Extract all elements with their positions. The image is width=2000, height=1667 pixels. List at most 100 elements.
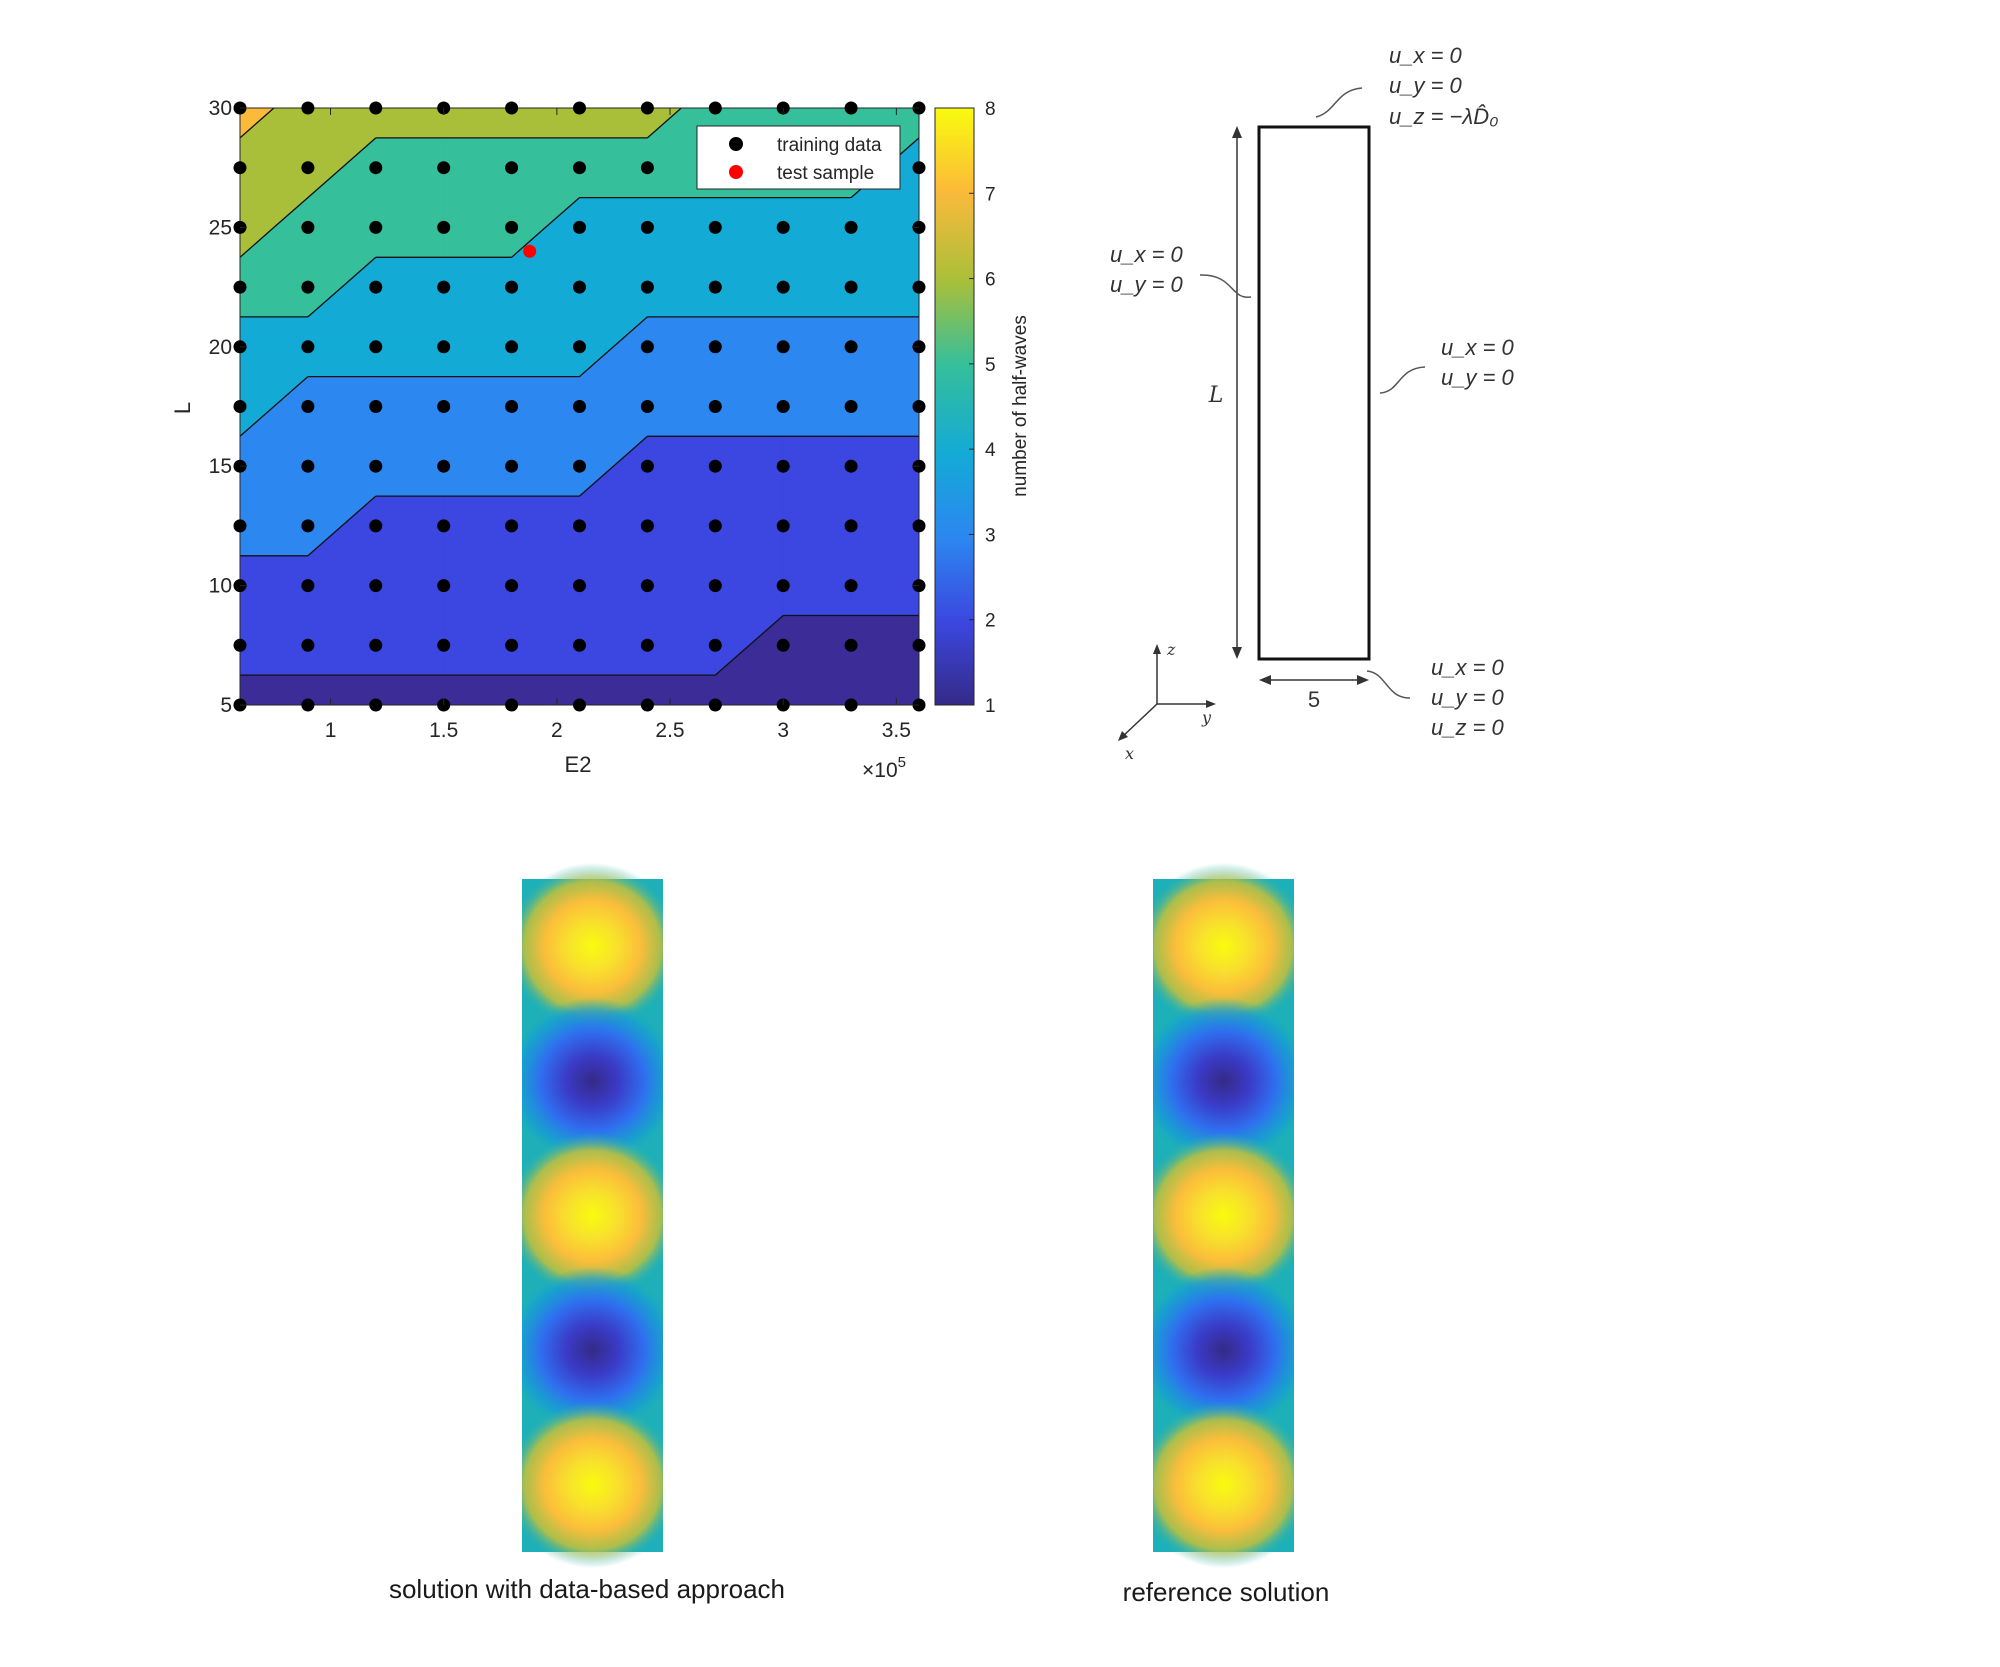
training-point <box>640 638 654 652</box>
training-point <box>301 220 315 234</box>
training-point <box>505 400 519 413</box>
training-point <box>912 519 926 533</box>
training-point <box>776 340 790 354</box>
colorbar-tick-label: 1 <box>985 696 996 717</box>
colorbar-cells <box>935 108 974 705</box>
right-bc-line-1: u_x = 0 <box>1441 335 1515 360</box>
training-point <box>369 459 383 473</box>
training-point <box>776 519 790 533</box>
training-point <box>437 400 451 413</box>
data-based-caption: solution with data-based approach <box>389 1574 785 1604</box>
mode-peak <box>505 862 680 1030</box>
x-tick-label: 3 <box>777 719 789 742</box>
training-point <box>369 638 383 652</box>
training-point <box>844 400 858 413</box>
training-point <box>505 220 519 234</box>
right-bc-line-2: u_y = 0 <box>1441 365 1515 390</box>
contour-regions <box>239 107 920 705</box>
training-point <box>437 340 451 354</box>
contour-line-3 <box>240 435 919 557</box>
mode-valley <box>505 1266 680 1434</box>
colorbar-gradient <box>935 108 974 705</box>
y-tick-label: 25 <box>209 216 232 239</box>
width-arrow-right <box>1357 675 1369 685</box>
legend-marker-training <box>729 137 743 151</box>
training-point <box>505 340 519 354</box>
z-axis-label: z <box>1166 640 1176 659</box>
width-arrow-left <box>1259 675 1271 685</box>
training-point <box>708 101 722 115</box>
training-point <box>505 161 519 175</box>
mode-mask-right <box>663 879 723 1552</box>
training-point <box>708 579 722 593</box>
training-point <box>369 400 383 413</box>
colorbar-tick-label: 5 <box>985 355 996 376</box>
training-point <box>573 698 586 712</box>
left-bc-leader <box>1199 274 1252 298</box>
plate <box>1257 125 1371 661</box>
colorbar-tick-label: 8 <box>985 99 996 120</box>
x-axis-label: E2 <box>565 752 592 777</box>
training-point <box>233 400 247 413</box>
training-point <box>369 519 383 533</box>
training-point <box>708 698 722 712</box>
training-point <box>301 340 315 354</box>
training-point <box>708 459 722 473</box>
training-point <box>844 101 858 115</box>
legend-box <box>696 125 901 190</box>
contour-line-7 <box>239 107 275 139</box>
top-bc-leader <box>1315 87 1363 118</box>
training-point <box>573 280 586 294</box>
training-point <box>573 161 586 175</box>
contour-line-6 <box>239 107 682 258</box>
training-point <box>301 161 315 175</box>
training-point <box>912 638 926 652</box>
right-bc: u_x = 0 u_y = 0 <box>1441 335 1515 390</box>
y-tick-label: 5 <box>220 694 232 717</box>
training-point <box>708 400 722 413</box>
height-arrow-top <box>1232 126 1242 138</box>
training-point <box>844 579 858 593</box>
x-axis-letter: x <box>1125 744 1134 763</box>
left-bc: u_x = 0 u_y = 0 <box>1110 242 1184 297</box>
training-point <box>640 698 654 712</box>
y-axis-ticks: 5 10 15 20 25 30 <box>209 97 919 717</box>
training-point <box>301 400 315 413</box>
training-point <box>301 101 315 115</box>
training-point <box>640 519 654 533</box>
test-sample-point <box>523 244 537 258</box>
reference-solution-image <box>1093 862 1354 1569</box>
colorbar-tick-label: 6 <box>985 270 996 291</box>
training-point <box>573 638 586 652</box>
training-point <box>776 220 790 234</box>
training-point <box>640 280 654 294</box>
training-point <box>369 220 383 234</box>
training-point <box>573 400 586 413</box>
contour-lines <box>239 107 920 676</box>
reference-caption: reference solution <box>1123 1577 1330 1607</box>
y-axis-arrow <box>1206 700 1216 708</box>
y-tick-label: 10 <box>209 575 232 598</box>
training-point <box>437 638 451 652</box>
x-axis-ticks: 1 1.5 2 2.5 3 3.5 <box>325 108 911 742</box>
training-point <box>912 161 926 175</box>
legend-label-training: training data <box>777 135 882 156</box>
training-point <box>437 459 451 473</box>
training-point <box>776 280 790 294</box>
x-tick-label: 3.5 <box>882 719 911 742</box>
right-bc-leader <box>1379 366 1426 394</box>
colorbar-label: number of half-waves <box>1010 315 1031 497</box>
colorbar-tick-label: 4 <box>985 440 996 461</box>
mode-peak <box>1136 862 1311 1030</box>
training-point <box>844 220 858 234</box>
training-point <box>708 220 722 234</box>
legend: training data test sample <box>696 125 901 190</box>
training-point <box>708 519 722 533</box>
training-point <box>708 280 722 294</box>
height-arrow-bottom <box>1232 647 1242 659</box>
top-bc-line-2: u_y = 0 <box>1389 73 1463 98</box>
training-point <box>844 638 858 652</box>
training-point <box>844 519 858 533</box>
training-point <box>301 698 315 712</box>
